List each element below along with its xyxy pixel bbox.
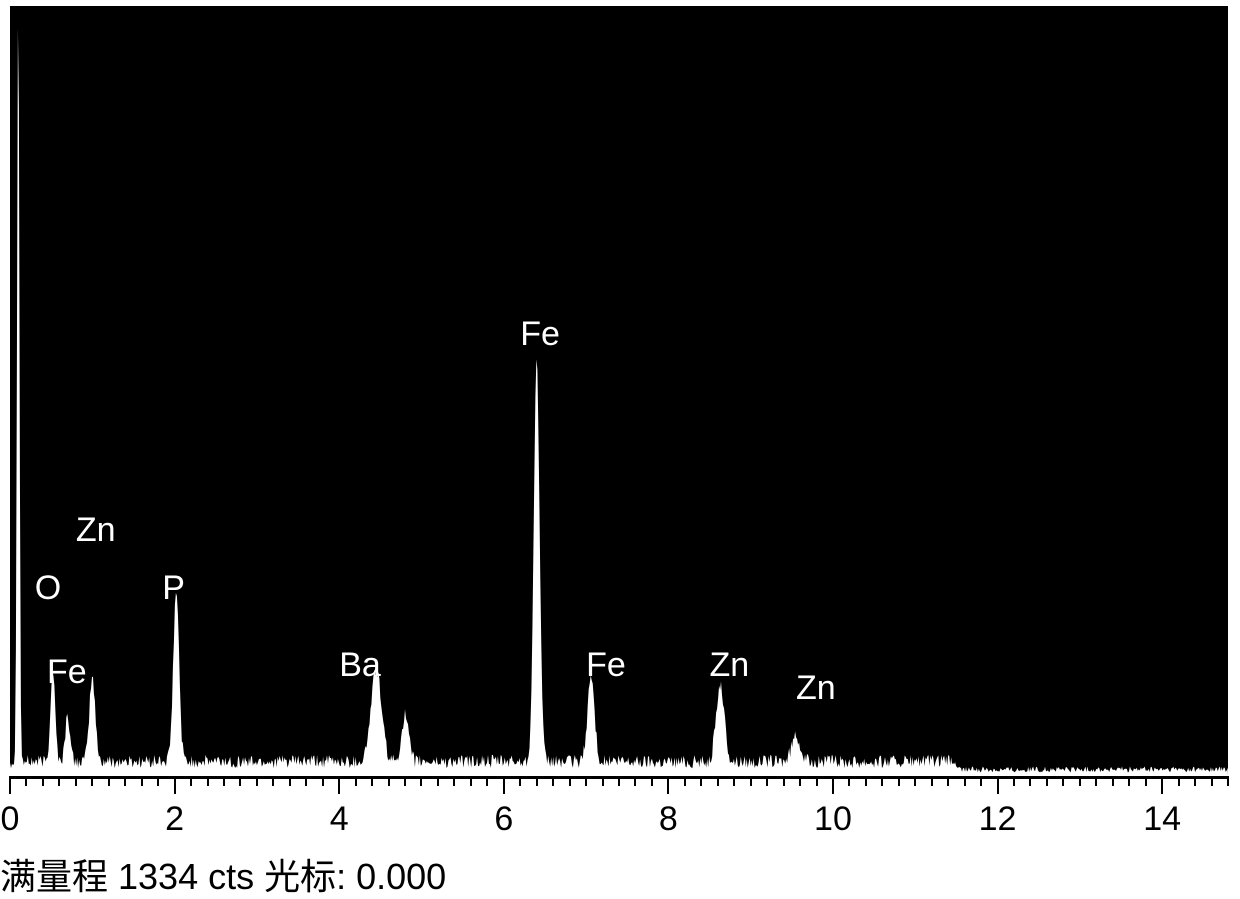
x-tick-minor (404, 776, 406, 786)
eds-spectrum-chart: Zn O Fe P Ba Fe Fe Zn Zn 0 2 4 6 8 10 12 14 满量程 1334 ct… (0, 0, 1240, 899)
x-tick-minor (289, 776, 291, 786)
x-tick-minor (1194, 776, 1196, 786)
x-tick-minor (684, 776, 686, 786)
x-tick-minor (453, 776, 455, 786)
x-tick-minor (470, 776, 472, 786)
x-tick-minor (1227, 776, 1229, 786)
peak-label: O (35, 569, 61, 608)
peak-label: Fe (586, 646, 626, 685)
x-tick-minor (25, 776, 27, 786)
x-tick-label: 8 (659, 800, 678, 839)
x-tick-minor (651, 776, 653, 786)
x-tick-label: 14 (1143, 800, 1181, 839)
x-tick-minor (799, 776, 801, 786)
x-tick-minor (207, 776, 209, 786)
caption-text: 满量程 1334 cts 光标: 0.000 (0, 856, 446, 897)
peak-label: Zn (76, 511, 116, 550)
x-tick-minor (865, 776, 867, 786)
x-tick-minor (634, 776, 636, 786)
x-tick-minor (355, 776, 357, 786)
x-tick-major (667, 776, 669, 794)
x-tick-minor (914, 776, 916, 786)
x-tick-minor (1062, 776, 1064, 786)
x-tick-minor (437, 776, 439, 786)
x-tick-minor (980, 776, 982, 786)
x-tick-minor (964, 776, 966, 786)
x-tick-minor (750, 776, 752, 786)
x-tick-minor (1095, 776, 1097, 786)
x-tick-minor (783, 776, 785, 786)
x-tick-minor (898, 776, 900, 786)
x-tick-major (1161, 776, 1163, 794)
x-tick-minor (58, 776, 60, 786)
x-tick-minor (733, 776, 735, 786)
x-tick-label: 4 (330, 800, 349, 839)
peak-label: Fe (520, 315, 560, 354)
x-tick-minor (717, 776, 719, 786)
x-tick-minor (585, 776, 587, 786)
x-tick-minor (1112, 776, 1114, 786)
x-tick-minor (91, 776, 93, 786)
x-tick-minor (420, 776, 422, 786)
peak-label: Zn (796, 669, 836, 708)
x-tick-minor (1145, 776, 1147, 786)
x-tick-minor (42, 776, 44, 786)
x-tick-minor (322, 776, 324, 786)
x-tick-minor (519, 776, 521, 786)
x-tick-minor (947, 776, 949, 786)
peak-label: Fe (47, 653, 87, 692)
x-tick-minor (75, 776, 77, 786)
x-tick-minor (272, 776, 274, 786)
x-tick-minor (816, 776, 818, 786)
chart-caption: 满量程 1334 cts 光标: 0.000 (0, 848, 446, 899)
x-tick-major (503, 776, 505, 794)
x-tick-minor (108, 776, 110, 786)
peak-label: Zn (710, 646, 750, 685)
x-tick-minor (157, 776, 159, 786)
x-tick-minor (1211, 776, 1213, 786)
x-tick-minor (848, 776, 850, 786)
x-tick-major (174, 776, 176, 794)
x-tick-minor (1178, 776, 1180, 786)
x-tick-major (832, 776, 834, 794)
x-tick-major (9, 776, 11, 794)
x-tick-minor (536, 776, 538, 786)
x-tick-minor (305, 776, 307, 786)
x-tick-label: 10 (814, 800, 852, 839)
x-tick-minor (1013, 776, 1015, 786)
x-tick-minor (618, 776, 620, 786)
x-tick-minor (766, 776, 768, 786)
x-tick-minor (124, 776, 126, 786)
x-tick-minor (256, 776, 258, 786)
x-tick-minor (602, 776, 604, 786)
x-tick-minor (223, 776, 225, 786)
peak-label: Ba (339, 646, 381, 685)
x-tick-label: 6 (494, 800, 513, 839)
x-tick-minor (1128, 776, 1130, 786)
x-tick-label: 2 (165, 800, 184, 839)
x-tick-minor (486, 776, 488, 786)
x-tick-minor (141, 776, 143, 786)
x-tick-major (338, 776, 340, 794)
x-tick-label: 0 (1, 800, 20, 839)
x-tick-minor (569, 776, 571, 786)
x-tick-minor (552, 776, 554, 786)
x-tick-minor (190, 776, 192, 786)
x-tick-minor (239, 776, 241, 786)
spectrum-trace (0, 0, 1240, 899)
x-tick-major (997, 776, 999, 794)
x-tick-minor (1079, 776, 1081, 786)
x-tick-minor (700, 776, 702, 786)
x-tick-minor (1046, 776, 1048, 786)
x-tick-minor (931, 776, 933, 786)
x-tick-label: 12 (979, 800, 1017, 839)
peak-label: P (162, 569, 185, 608)
x-tick-minor (388, 776, 390, 786)
x-tick-minor (1029, 776, 1031, 786)
x-tick-minor (881, 776, 883, 786)
x-tick-minor (371, 776, 373, 786)
